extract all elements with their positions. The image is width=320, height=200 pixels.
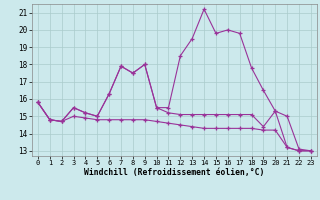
X-axis label: Windchill (Refroidissement éolien,°C): Windchill (Refroidissement éolien,°C) bbox=[84, 168, 265, 177]
